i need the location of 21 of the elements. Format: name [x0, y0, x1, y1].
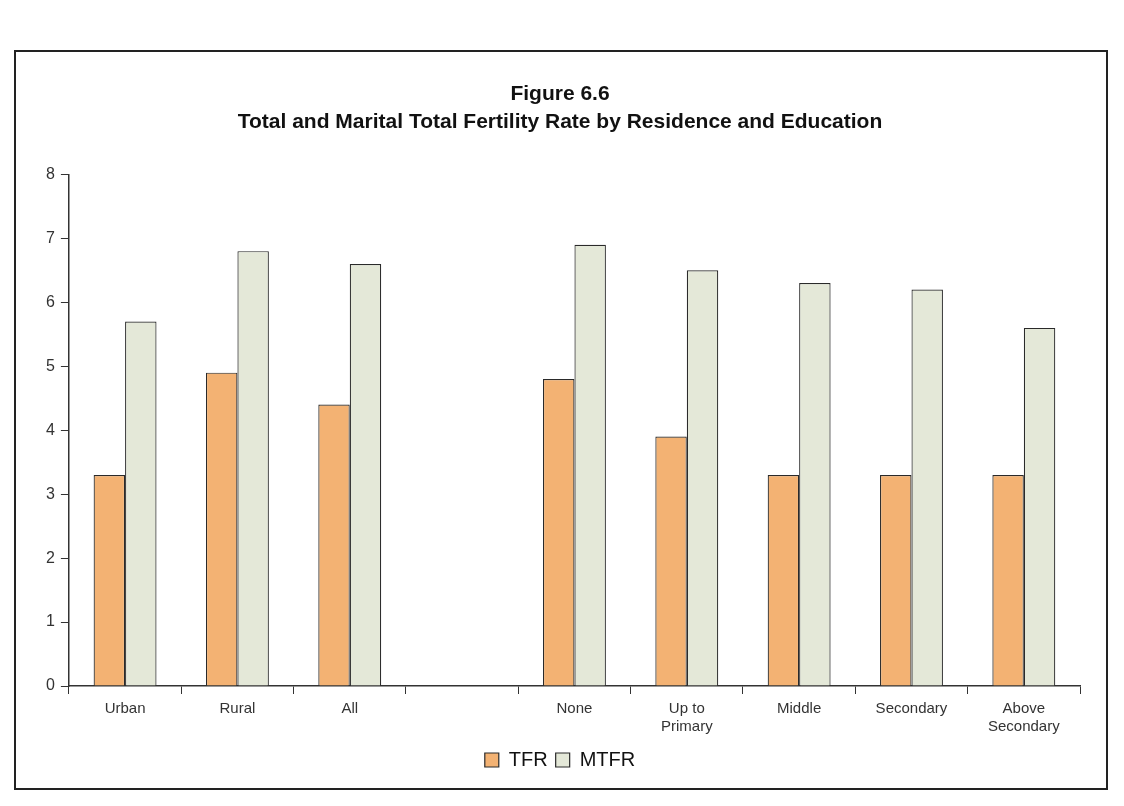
- legend-label: TFR: [508, 747, 548, 770]
- x-tick-label: Secondary: [875, 699, 948, 717]
- x-tick-label: All: [341, 699, 359, 717]
- legend-label: MTFR: [579, 747, 636, 770]
- chart-title: Figure 6.6: [510, 81, 610, 105]
- x-tick-label: Rural: [219, 699, 256, 717]
- x-tick-label: Up to Primary: [660, 699, 714, 735]
- x-tick-label: Middle: [777, 699, 822, 717]
- chart-subtitle: Total and Marital Total Fertility Rate by Residence and Education: [237, 108, 883, 132]
- y-tick-label: 2: [45, 548, 55, 566]
- x-tick-label: Above Secondary: [987, 699, 1061, 735]
- x-tick-label: Urban: [104, 699, 146, 717]
- y-tick-label: 4: [45, 420, 55, 438]
- y-tick-label: 8: [45, 164, 55, 182]
- y-tick-label: 0: [45, 676, 55, 694]
- y-tick-label: 6: [45, 292, 55, 310]
- y-tick-label: 5: [45, 356, 55, 374]
- y-tick-label: 1: [45, 612, 55, 630]
- y-tick-label: 3: [45, 484, 55, 502]
- y-tick-label: 7: [45, 228, 55, 246]
- x-tick-label: None: [556, 699, 593, 717]
